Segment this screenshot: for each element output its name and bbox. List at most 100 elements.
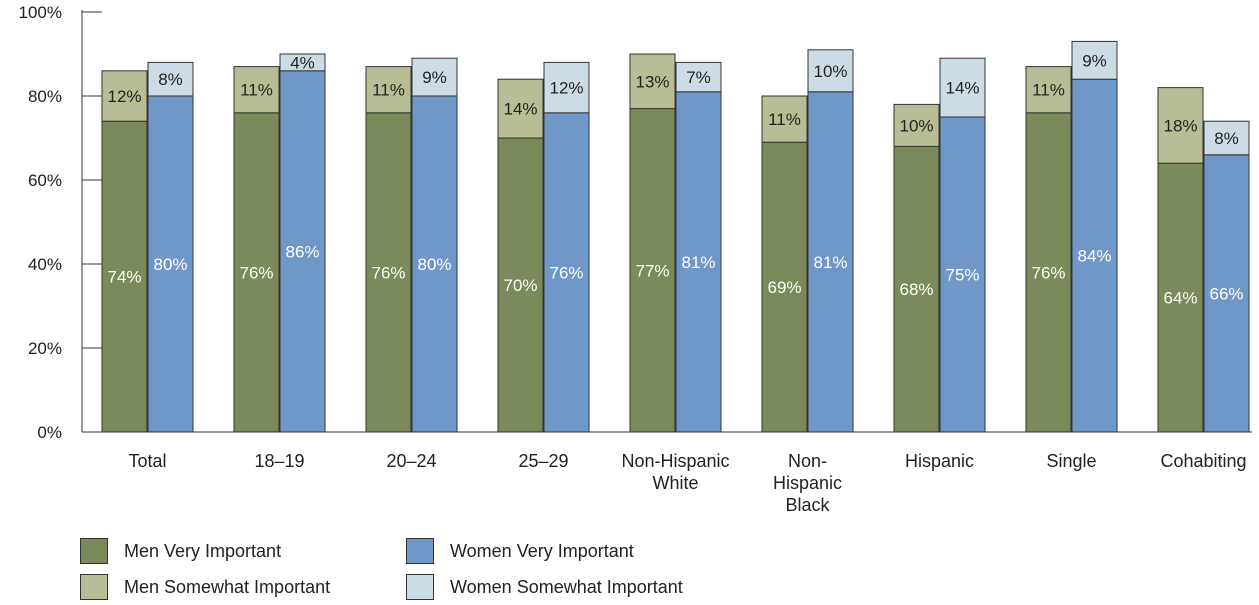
bar-women-very	[807, 91, 854, 433]
bar-women-somewhat	[279, 53, 326, 72]
x-category-label: Cohabiting	[1160, 451, 1246, 471]
bar-women-somewhat	[147, 61, 194, 97]
data-label-women-somewhat: 9%	[1082, 51, 1107, 70]
bar-men-somewhat	[101, 70, 148, 122]
data-label-women-very: 76%	[549, 263, 583, 282]
bar-women-very	[1203, 154, 1250, 433]
bar-men-somewhat	[233, 66, 280, 114]
x-category-label: Black	[785, 495, 830, 515]
data-label-men-very: 76%	[371, 263, 405, 282]
data-label-women-very: 81%	[681, 253, 715, 272]
data-label-men-very: 69%	[767, 278, 801, 297]
x-category-label: Single	[1046, 451, 1096, 471]
x-category-label: White	[652, 473, 698, 493]
y-tick-label: 0%	[37, 423, 62, 442]
bar-men-very	[365, 112, 412, 433]
bar-men-somewhat	[893, 103, 940, 147]
x-category-label: 25–29	[518, 451, 568, 471]
data-label-women-somewhat: 10%	[813, 62, 847, 81]
data-label-women-very: 81%	[813, 253, 847, 272]
data-label-women-very: 84%	[1077, 247, 1111, 266]
legend-label-men-somewhat: Men Somewhat Important	[124, 576, 331, 597]
data-label-men-somewhat: 12%	[107, 87, 141, 106]
bar-women-somewhat	[939, 57, 986, 118]
y-tick-label: 60%	[28, 171, 62, 190]
y-tick-label: 40%	[28, 255, 62, 274]
bar-men-very	[1025, 112, 1072, 433]
data-label-men-somewhat: 18%	[1163, 116, 1197, 135]
bar-women-very	[411, 95, 458, 433]
x-category-label: 20–24	[386, 451, 436, 471]
legend-item-men-very: Men Very Important	[80, 538, 281, 564]
data-label-women-somewhat: 7%	[686, 68, 711, 87]
bar-men-somewhat	[629, 53, 676, 110]
bar-men-somewhat	[497, 78, 544, 139]
data-label-men-somewhat: 11%	[240, 81, 273, 100]
data-label-women-somewhat: 8%	[158, 70, 183, 89]
data-label-men-very: 68%	[899, 280, 933, 299]
legend-swatch-men-somewhat	[80, 574, 108, 600]
data-label-men-very: 76%	[1031, 263, 1065, 282]
bar-men-somewhat	[1157, 87, 1204, 164]
x-category-label: Non-	[788, 451, 827, 471]
legend-item-men-somewhat: Men Somewhat Important	[80, 574, 330, 600]
legend-item-women-very: Women Very Important	[406, 538, 634, 564]
bar-chart: 0% 20% 40% 60% 80% 100% 74% 12% 80% 8% Total 76% 11%…	[19, 3, 1252, 515]
bar-men-very	[761, 141, 808, 433]
x-category-label: Total	[128, 451, 166, 471]
x-category-label: Hispanic	[773, 473, 842, 493]
data-label-women-very: 75%	[945, 266, 979, 285]
bar-men-very	[1157, 162, 1204, 433]
bar-women-somewhat	[1203, 120, 1250, 156]
x-category-label: Non-Hispanic	[621, 451, 729, 471]
bar-women-very	[675, 91, 722, 433]
data-label-men-somewhat: 11%	[768, 110, 801, 129]
y-tick-label: 80%	[28, 87, 62, 106]
legend-label-men-very: Men Very Important	[124, 540, 282, 561]
data-label-women-somewhat: 4%	[290, 53, 315, 72]
bar-men-very	[497, 137, 544, 433]
data-label-men-very: 76%	[239, 263, 273, 282]
bar-men-somewhat	[1025, 66, 1072, 114]
bar-women-very	[147, 95, 194, 433]
data-label-men-somewhat: 13%	[635, 72, 669, 91]
data-label-men-very: 77%	[635, 261, 669, 280]
data-label-women-somewhat: 14%	[945, 79, 979, 98]
bar-women-somewhat	[675, 61, 722, 93]
data-label-men-somewhat: 10%	[899, 116, 933, 135]
bar-women-somewhat	[411, 57, 458, 97]
data-label-men-very: 64%	[1163, 289, 1197, 308]
data-label-women-very: 66%	[1209, 284, 1243, 303]
legend: Men Very Important Women Very Important …	[80, 532, 780, 604]
x-category-label: 18–19	[254, 451, 304, 471]
legend-swatch-men-very	[80, 538, 108, 564]
bar-men-somewhat	[365, 66, 412, 114]
y-tick-label: 20%	[28, 339, 62, 358]
data-label-women-very: 80%	[153, 255, 187, 274]
legend-swatch-women-somewhat	[406, 574, 434, 600]
legend-item-women-somewhat: Women Somewhat Important	[406, 574, 683, 600]
y-tick-label: 100%	[19, 3, 62, 22]
data-label-men-somewhat: 14%	[503, 100, 537, 119]
data-label-women-very: 86%	[285, 242, 319, 261]
x-category-label: Hispanic	[905, 451, 974, 471]
bar-women-somewhat	[1071, 40, 1118, 80]
bar-men-very	[101, 120, 148, 433]
bar-women-somewhat	[807, 49, 854, 93]
data-label-men-somewhat: 11%	[372, 81, 405, 100]
legend-label-women-somewhat: Women Somewhat Important	[450, 576, 683, 597]
bar-men-somewhat	[761, 95, 808, 143]
data-label-women-very: 80%	[417, 255, 451, 274]
bar-men-very	[893, 145, 940, 433]
bar-men-very	[233, 112, 280, 433]
data-label-women-somewhat: 12%	[549, 79, 583, 98]
legend-label-women-very: Women Very Important	[450, 540, 634, 561]
data-label-women-somewhat: 8%	[1214, 129, 1239, 148]
data-label-men-somewhat: 11%	[1032, 81, 1065, 100]
bar-women-somewhat	[543, 61, 590, 114]
legend-swatch-women-very	[406, 538, 434, 564]
data-label-men-very: 70%	[503, 276, 537, 295]
data-label-men-very: 74%	[107, 268, 141, 287]
bar-women-very	[1071, 78, 1118, 433]
data-label-women-somewhat: 9%	[422, 68, 447, 87]
